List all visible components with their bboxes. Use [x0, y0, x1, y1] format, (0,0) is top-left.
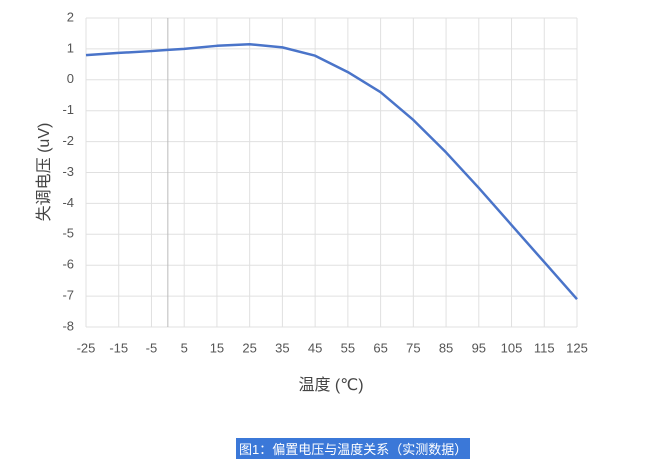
- x-tick-label: 35: [275, 340, 289, 355]
- y-tick-label: 2: [67, 9, 74, 24]
- y-axis-label: 失调电压 (uV): [35, 123, 53, 222]
- x-tick-label: -25: [77, 340, 96, 355]
- x-tick-label: 75: [406, 340, 420, 355]
- x-tick-label: 95: [472, 340, 486, 355]
- x-tick-label: 125: [566, 340, 588, 355]
- y-tick-label: -2: [62, 133, 74, 148]
- x-axis-label: 温度 (℃): [298, 376, 363, 394]
- data-line: [85, 43, 578, 301]
- x-tick-label: 85: [439, 340, 453, 355]
- x-tick-label: 105: [501, 340, 523, 355]
- x-tick-label: 25: [242, 340, 256, 355]
- x-tick-label: 15: [210, 340, 224, 355]
- y-tick-label: 0: [67, 71, 74, 86]
- y-tick-label: -3: [62, 164, 74, 179]
- chart: 失调电压 (uV) 温度 (℃) -8-7-6-5-4-3-2-1012-25-…: [35, 9, 588, 394]
- y-tick-label: -1: [62, 102, 74, 117]
- y-tick-label: 1: [67, 40, 74, 55]
- caption: 图1：偏置电压与温度关系（实测数据）: [236, 438, 471, 459]
- x-tick-label: 5: [181, 340, 188, 355]
- x-tick-label: 115: [534, 340, 555, 355]
- x-tick-label: -5: [146, 340, 158, 355]
- y-tick-label: -5: [62, 226, 74, 241]
- y-tick-label: -4: [62, 195, 74, 210]
- x-tick-label: 65: [373, 340, 387, 355]
- x-tick-label: -15: [109, 340, 128, 355]
- y-tick-label: -7: [62, 288, 74, 303]
- y-tick-label: -8: [62, 318, 74, 333]
- x-tick-label: 45: [308, 340, 322, 355]
- x-tick-label: 55: [341, 340, 355, 355]
- y-tick-label: -6: [62, 257, 74, 272]
